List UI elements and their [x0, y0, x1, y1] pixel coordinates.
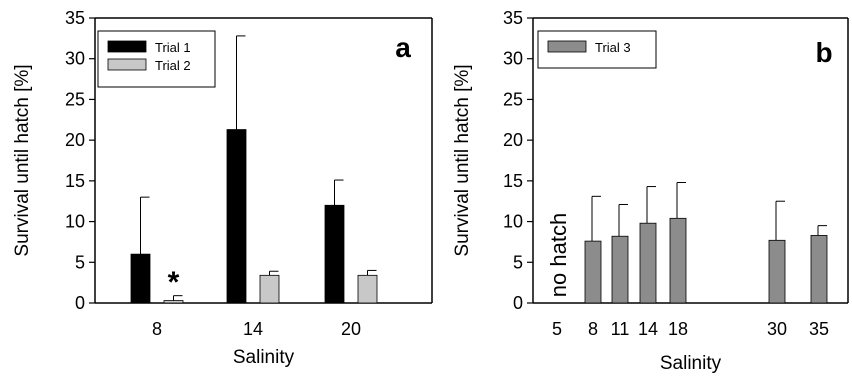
- y-axis-title: Survival until hatch [%]: [452, 64, 473, 256]
- bar: [259, 274, 280, 304]
- y-tick-label: 30: [65, 49, 85, 69]
- x-tick-label: 30: [767, 319, 787, 339]
- bar: [226, 129, 247, 304]
- bar: [584, 240, 602, 304]
- y-tick-label: 25: [65, 89, 85, 109]
- legend-label: Trial 1: [155, 40, 191, 55]
- legend: Trial 1 Trial 2: [97, 30, 216, 88]
- x-tick-label: 14: [243, 319, 263, 339]
- no-hatch-label: no hatch: [546, 213, 571, 297]
- panel-letter: a: [395, 32, 411, 63]
- y-tick-label: 15: [503, 171, 523, 191]
- y-tick-label: 20: [503, 130, 523, 150]
- y-tick-label: 0: [513, 293, 523, 313]
- x-axis-title: Salinity: [660, 353, 722, 374]
- x-axis-title: Salinity: [233, 347, 295, 368]
- legend-swatch: [107, 40, 147, 53]
- y-tick-label: 10: [503, 212, 523, 232]
- x-tick-label: 11: [611, 319, 630, 339]
- bar: [810, 235, 828, 304]
- y-tick-label: 5: [75, 252, 85, 272]
- x-tick-label: 20: [341, 319, 361, 339]
- legend-label: Trial 2: [155, 58, 191, 73]
- x-tick-label: 14: [638, 319, 658, 339]
- bar: [611, 235, 629, 304]
- y-tick-label: 30: [503, 49, 523, 69]
- y-axis-title: Survival until hatch [%]: [12, 64, 33, 256]
- panel-b: 0 5 10 15 20 25 30 35 Survival until hatch [%] Sa…: [452, 8, 849, 374]
- panel-letter: b: [815, 37, 832, 68]
- y-tick-label: 15: [65, 171, 85, 191]
- bar: [324, 204, 345, 304]
- legend-swatch: [547, 40, 587, 53]
- x-tick-label: 8: [152, 319, 162, 339]
- legend-label: Trial 3: [595, 40, 631, 55]
- bar: [669, 217, 687, 304]
- y-tick-label: 10: [65, 212, 85, 232]
- bar: [639, 222, 657, 304]
- significance-marker: *: [168, 266, 180, 299]
- y-tick-label: 0: [75, 293, 85, 313]
- bar: [163, 300, 184, 304]
- y-tick-label: 5: [513, 252, 523, 272]
- legend: Trial 3: [537, 30, 657, 69]
- y-tick-label: 20: [65, 130, 85, 150]
- y-tick-label: 35: [503, 8, 523, 28]
- legend-swatch: [107, 58, 147, 71]
- bar: [130, 253, 151, 304]
- bar: [768, 239, 786, 304]
- x-tick-label: 35: [809, 319, 829, 339]
- panel-a: 0 5 10 15 20 25 30 35 Survival until hatch [%] Sa…: [12, 8, 433, 368]
- bar: [357, 274, 378, 304]
- y-tick-label: 25: [503, 89, 523, 109]
- x-tick-label: 18: [668, 319, 688, 339]
- x-tick-label: 5: [552, 319, 562, 339]
- x-tick-label: 8: [588, 319, 598, 339]
- y-tick-label: 35: [65, 8, 85, 28]
